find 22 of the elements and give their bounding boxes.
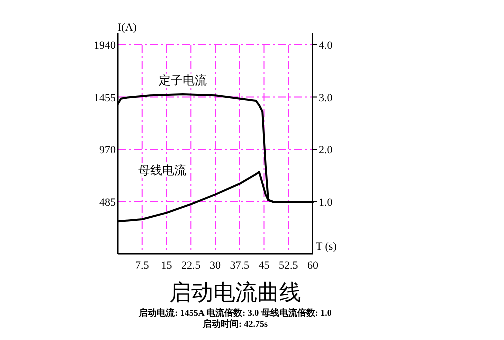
y-tick-label: 970 [100,144,116,156]
y-axis-title: I(A) [118,22,138,34]
x-tick-label: 7.5 [136,260,150,272]
y2-tick-label: 4.0 [319,40,334,52]
text: 启动电流: 1455A 电流倍数: 3.0 母线电流倍数: 1.0 [138,308,332,318]
text: 母线电流 [138,164,186,178]
x-tick-label: 60 [308,260,319,272]
x-axis-title: T (s) [316,241,338,253]
text: 启动电流曲线 [170,280,302,305]
x-tick-label: 15 [161,260,173,272]
y2-tick-label: 1.0 [319,196,334,209]
y2-tick-label: 3.0 [319,92,334,104]
y-tick-label: 1940 [94,40,116,52]
x-tick-label: 22.5 [182,260,202,272]
y2-tick-label: 2.0 [319,144,334,156]
x-tick-label: 30 [210,260,222,272]
x-tick-label: 52.5 [279,260,299,272]
text: 启动时间: 42.75s [202,319,268,329]
x-tick-label: 45 [258,260,270,272]
x-tick-label: 37.5 [230,260,250,272]
y-tick-label: 485 [100,196,116,209]
y-tick-label: 1455 [94,92,116,104]
